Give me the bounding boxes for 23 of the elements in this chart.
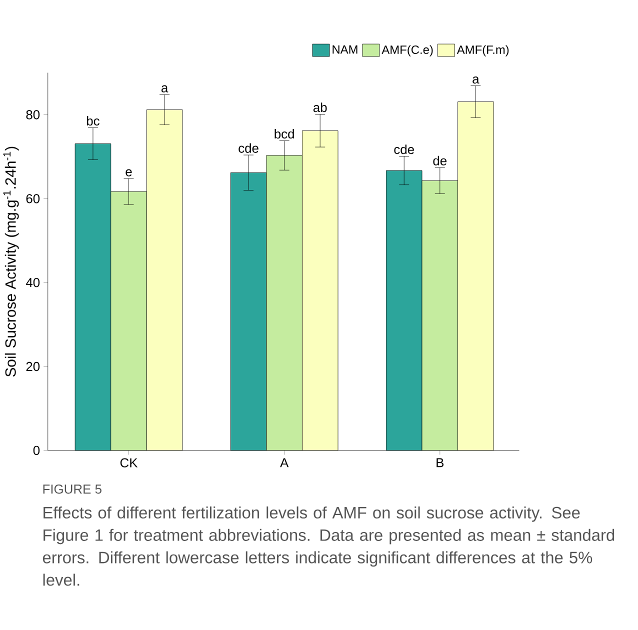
data-label: cde <box>238 143 258 153</box>
data-label: e <box>126 169 132 176</box>
legend-label: AMF(F.m) <box>456 45 509 56</box>
legend-label: AMF(C.e) <box>382 45 433 56</box>
x-tick-label: CK <box>120 458 138 468</box>
x-tick-label: A <box>280 458 289 468</box>
data-label: a <box>472 76 480 84</box>
caption: FIGURE 5 <box>43 484 102 494</box>
data-label: de <box>433 156 447 166</box>
text: Effects of different fertilization levels of AMF on soil sucrose activity. See Figure 1 for treatment abbreviations. Data are presented as mean ± standard errors. Different lowercase letters indicate significant differences at the 5% level. <box>42 506 614 586</box>
legend-label: NAM <box>332 46 358 54</box>
y-tick-label: 60 <box>26 194 40 204</box>
data-label: a <box>161 85 168 92</box>
x-tick-label: B <box>436 458 444 468</box>
data-label: bcd <box>274 129 294 139</box>
y-axis-title: Soil Sucrose Activity (mg.g$^{-1}$.24h$^{-1}$) <box>3 146 19 377</box>
data-label: bc <box>86 116 100 126</box>
y-tick-label: 40 <box>26 278 40 288</box>
y-tick-label: 0 <box>33 446 40 456</box>
y-tick-label: 20 <box>26 362 40 372</box>
data-label: cde <box>394 144 414 154</box>
y-tick-label: 80 <box>26 110 40 120</box>
data-label: ab <box>313 102 327 112</box>
